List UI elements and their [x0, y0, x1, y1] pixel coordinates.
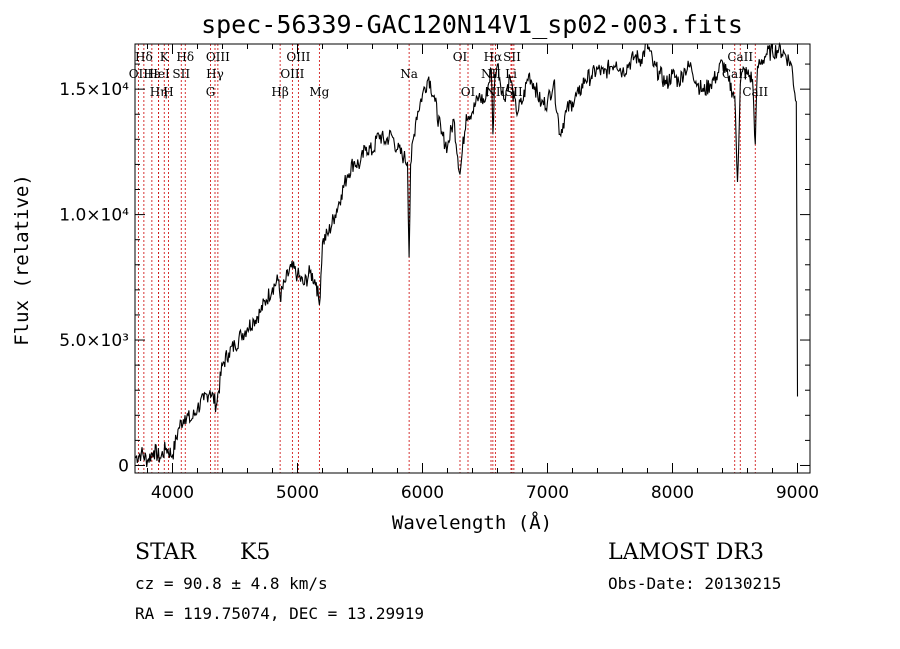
line-marker-label-16: Na: [400, 67, 418, 81]
line-marker-label-10: Hγ: [206, 67, 224, 81]
redshift-text: cz = 90.8 ± 4.8 km/s: [135, 574, 328, 593]
line-marker-label-15: Mg: [309, 85, 329, 99]
line-marker-label-12: Hβ: [271, 85, 288, 99]
line-marker-label-13: OIII: [280, 67, 304, 81]
line-marker-label-25: CaII: [727, 50, 753, 64]
x-tick-label-3: 7000: [526, 483, 569, 503]
line-marker-label-17: OI: [453, 50, 468, 64]
obs-date-text: Obs-Date: 20130215: [608, 574, 781, 593]
line-marker-label-19: Hα: [484, 50, 503, 64]
line-marker-label-5: HeI: [147, 67, 170, 81]
line-marker-label-3: Hη: [150, 85, 168, 99]
object-class: STAR: [135, 540, 197, 565]
x-tick-label-4: 8000: [651, 483, 694, 503]
x-tick-label-0: 4000: [151, 483, 194, 503]
line-marker-label-27: CaII: [742, 85, 768, 99]
line-marker-label-6: H: [163, 85, 173, 99]
y-tick-label-1: 5.0×10³: [59, 331, 129, 351]
y-tick-label-2: 1.0×10⁴: [59, 206, 129, 226]
x-axis-label: Wavelength (Å): [392, 511, 552, 534]
axis-ticks: 4000 5000 6000 7000 8000 9000 0 5.0×10³ 1.0×10⁴ 1…: [59, 44, 819, 503]
line-marker-label-23: Li: [505, 67, 517, 81]
x-tick-label-1: 5000: [276, 483, 319, 503]
y-tick-label-3: 1.5×10⁴: [59, 80, 129, 100]
line-marker-label-18: OI: [461, 85, 476, 99]
y-axis-label: Flux (relative): [11, 174, 33, 346]
chart-title: spec-56339-GAC120N14V1_sp02-003.fits: [201, 10, 743, 39]
line-markers: [137, 44, 756, 473]
line-marker-label-2: Hε: [144, 67, 161, 81]
line-marker-label-0: Hδ: [135, 50, 153, 64]
line-marker-label-8: Hδ: [176, 50, 194, 64]
line-marker-label-4: K: [160, 50, 170, 64]
x-tick-label-2: 6000: [401, 483, 444, 503]
x-tick-label-5: 9000: [776, 483, 819, 503]
survey-name: LAMOST DR3: [608, 540, 764, 565]
spectrum-series-line: [134, 42, 799, 468]
coordinates-text: RA = 119.75074, DEC = 13.29919: [135, 604, 424, 623]
line-marker-label-7: SII: [172, 67, 190, 81]
line-marker-label-22: SII: [503, 50, 521, 64]
line-marker-label-11: G: [206, 85, 216, 99]
line-marker-label-14: OIII: [286, 50, 310, 64]
line-marker-label-9: OIII: [206, 50, 230, 64]
object-subclass: K5: [240, 540, 270, 565]
y-tick-label-0: 0: [118, 456, 129, 476]
plot-frame: [134, 43, 811, 474]
line-marker-label-1: OII: [129, 67, 149, 81]
